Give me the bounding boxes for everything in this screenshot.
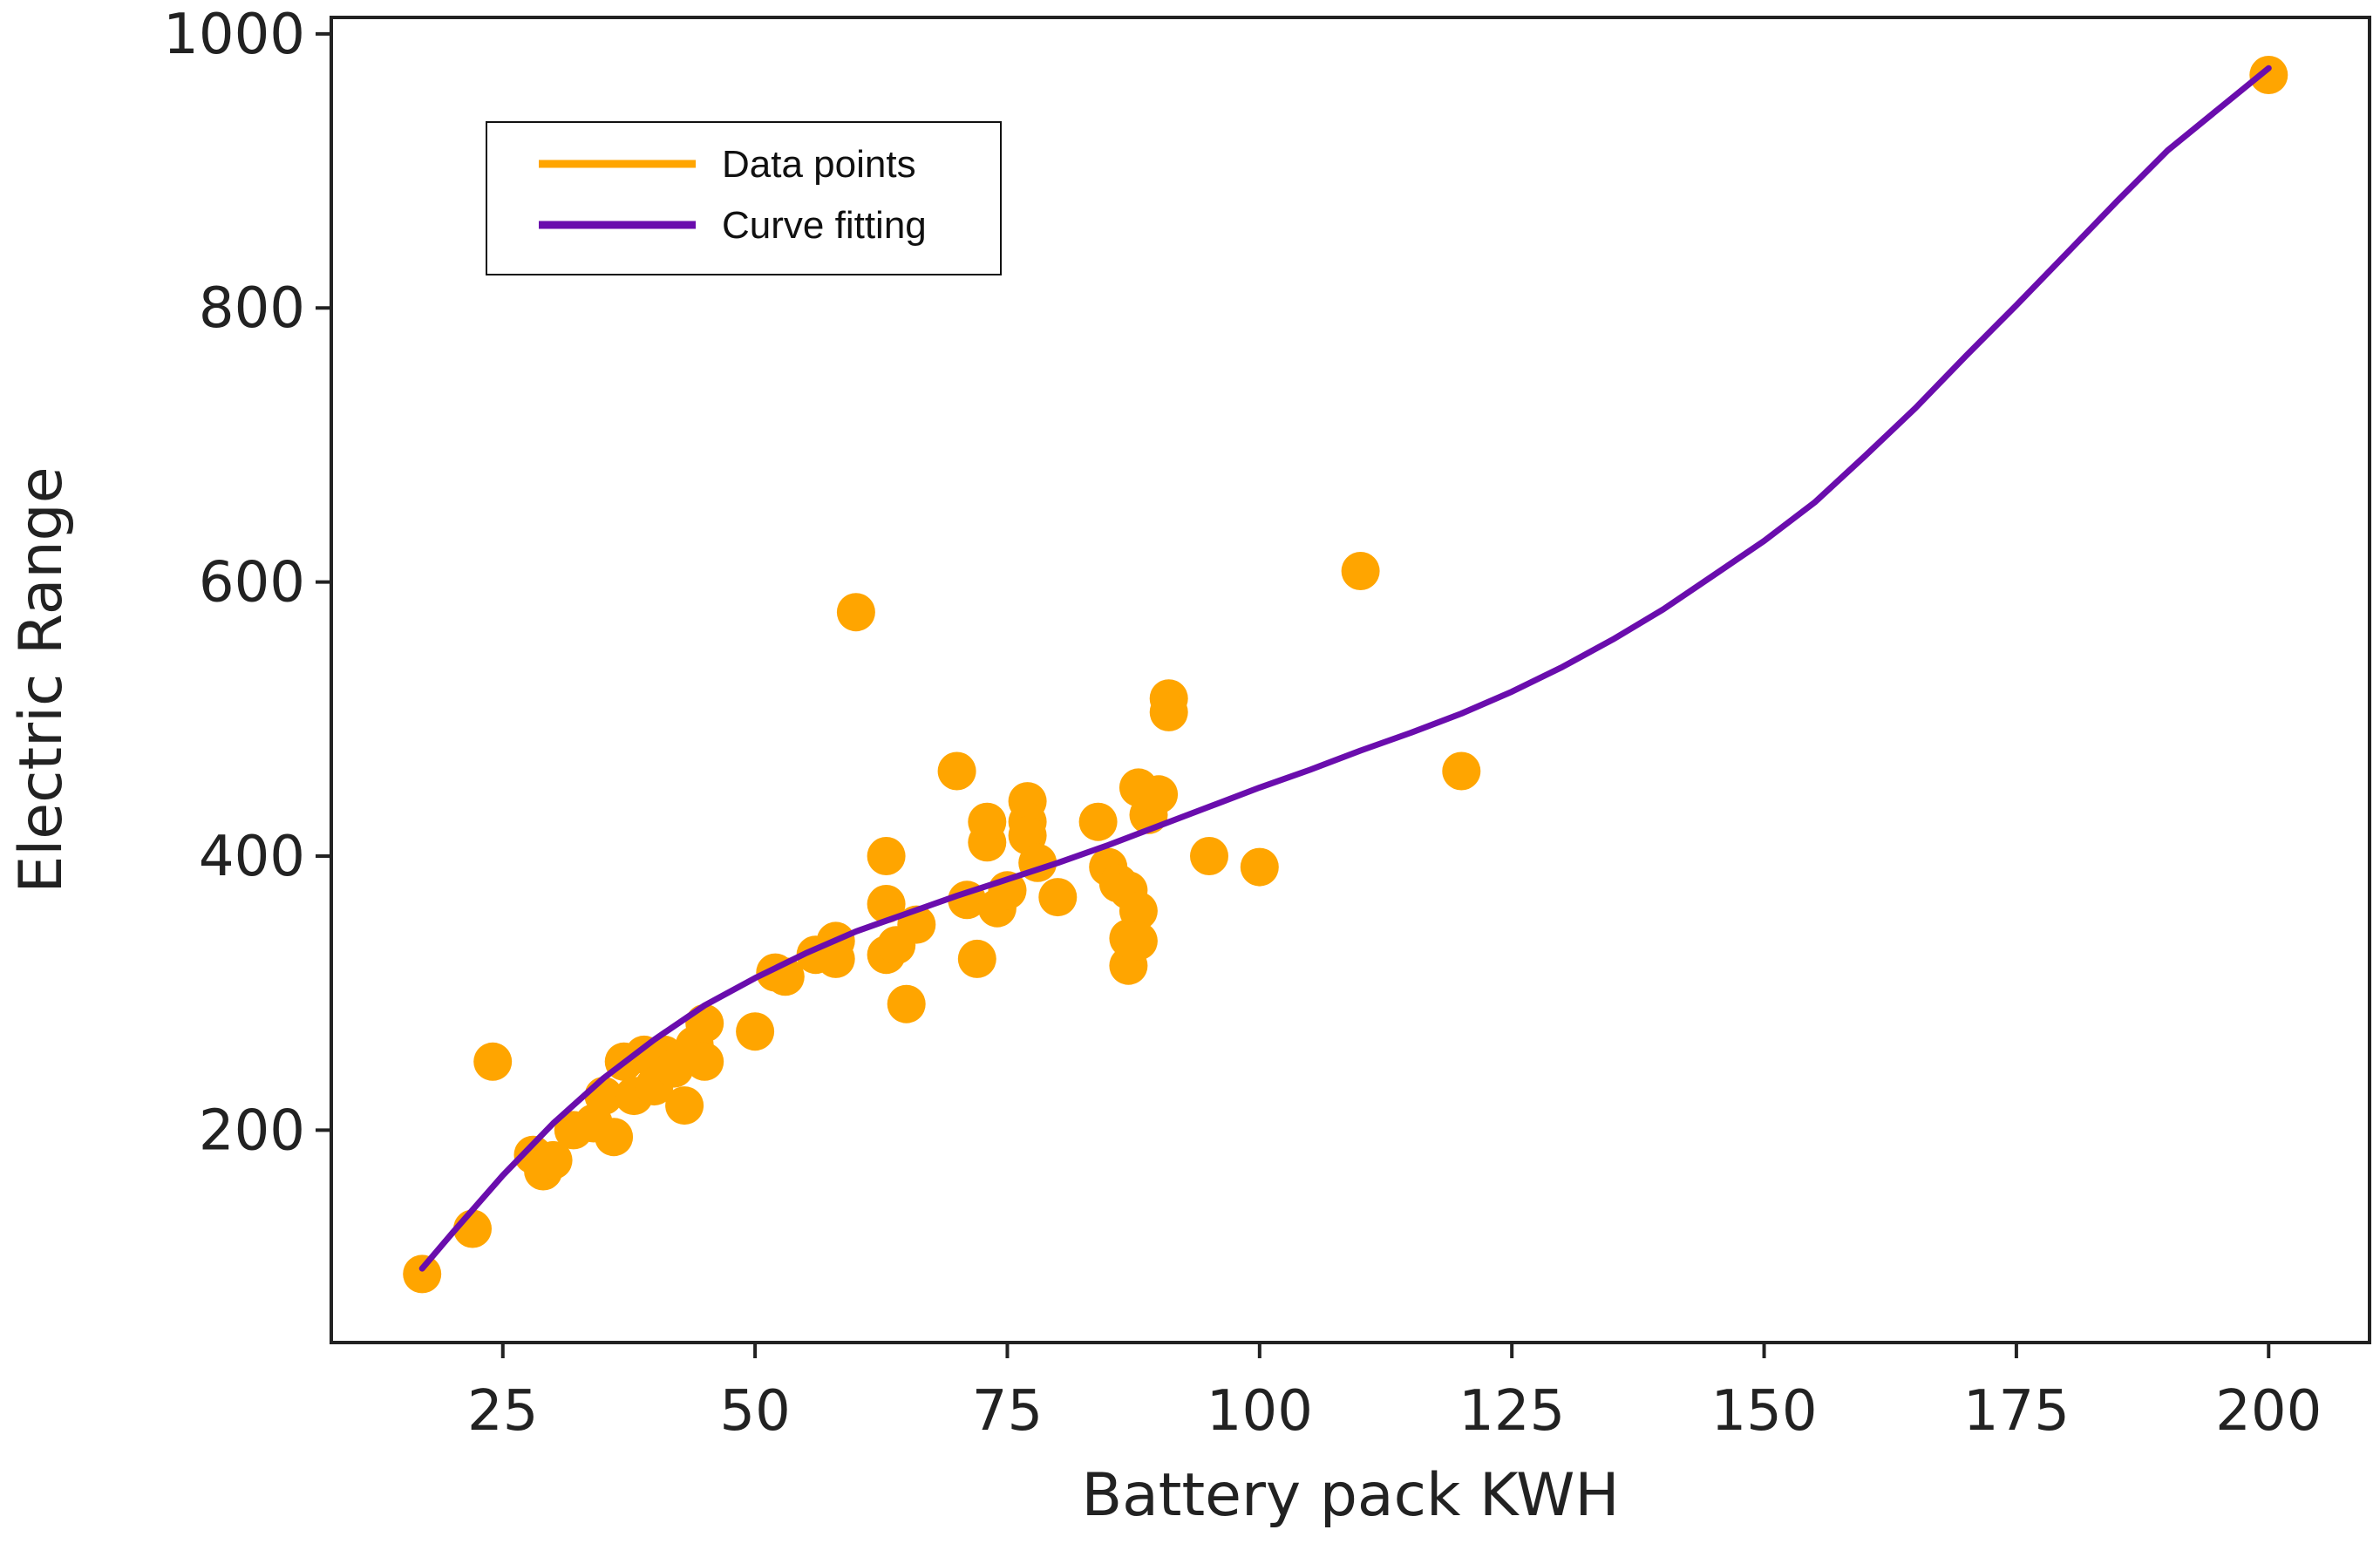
x-tick-label-50: 50 xyxy=(719,1379,790,1444)
data-point-53 xyxy=(1119,921,1158,961)
legend-label-1: Curve fitting xyxy=(722,204,927,247)
data-point-5 xyxy=(534,1140,573,1180)
data-point-45 xyxy=(1078,802,1118,841)
y-tick-label-800: 800 xyxy=(199,276,305,341)
data-point-16 xyxy=(665,1086,704,1125)
y-axis-title: Electric Range xyxy=(7,466,76,893)
data-point-20 xyxy=(736,1012,775,1051)
x-tick-label-100: 100 xyxy=(1207,1379,1313,1444)
data-point-19 xyxy=(685,1042,724,1081)
plot-frame xyxy=(330,16,2371,1344)
data-point-35 xyxy=(957,939,996,978)
x-tick-label-75: 75 xyxy=(972,1379,1043,1444)
x-tick-label-125: 125 xyxy=(1459,1379,1565,1444)
axes-layer: 25 50 75 100 125 150 175 200 200 400 600 800 1000 xyxy=(163,3,2371,1444)
y-tick-label-200: 200 xyxy=(199,1098,305,1163)
y-tick-label-400: 400 xyxy=(199,825,305,889)
data-point-2 xyxy=(473,1042,513,1081)
x-tick-label-25: 25 xyxy=(467,1379,538,1444)
x-tick-label-150: 150 xyxy=(1710,1379,1817,1444)
x-axis-title: Battery pack KWH xyxy=(1081,1461,1619,1530)
data-point-52 xyxy=(1119,891,1158,930)
data-point-26 xyxy=(836,593,875,632)
data-point-28 xyxy=(867,885,906,923)
data-point-60 xyxy=(1341,552,1380,590)
curve-layer xyxy=(418,65,2272,1272)
data-point-37 xyxy=(968,802,1007,841)
data-point-61 xyxy=(1442,751,1481,791)
data-point-9 xyxy=(595,1118,634,1157)
data-point-33 xyxy=(937,751,976,791)
x-tick-label-175: 175 xyxy=(1963,1379,2070,1444)
fitted-curve-line xyxy=(418,65,2272,1272)
legend-box xyxy=(486,121,1002,275)
x-tick-label-200: 200 xyxy=(2215,1379,2322,1444)
data-point-57 xyxy=(1149,692,1188,731)
legend-label-0: Data points xyxy=(722,143,916,186)
data-point-55 xyxy=(1139,775,1179,814)
data-point-62 xyxy=(2249,56,2288,94)
data-point-31 xyxy=(887,984,926,1023)
data-point-58 xyxy=(1190,837,1228,875)
data-point-25 xyxy=(816,939,855,978)
data-points-layer xyxy=(403,56,2288,1294)
legend: Data points Curve fitting xyxy=(486,121,1002,275)
data-point-27 xyxy=(867,837,906,875)
data-point-59 xyxy=(1240,847,1279,887)
data-point-44 xyxy=(1038,878,1078,917)
data-point-18 xyxy=(685,1003,724,1043)
y-tick-label-600: 600 xyxy=(199,551,305,615)
data-point-0 xyxy=(403,1254,442,1294)
y-tick-label-1000: 1000 xyxy=(163,3,305,67)
